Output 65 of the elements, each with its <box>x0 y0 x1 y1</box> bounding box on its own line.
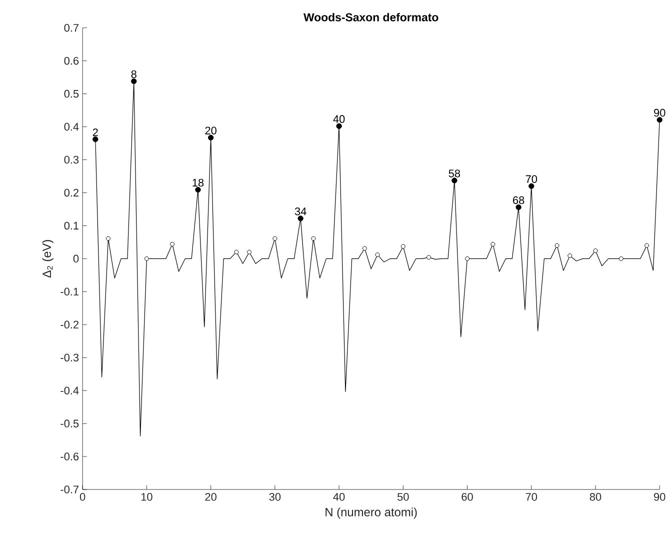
y-tick-label: -0.1 <box>60 288 79 296</box>
x-tick-label: 40 <box>333 492 345 501</box>
point <box>452 178 458 184</box>
point <box>208 134 214 140</box>
y-tick-label: 0.5 <box>64 90 79 98</box>
annotation: 34 <box>294 207 306 216</box>
x-tick-label: 10 <box>141 492 152 501</box>
y-axis-title: Δ$_{2}$ (eV) <box>42 240 54 278</box>
x-tick-label: 60 <box>462 492 473 501</box>
point <box>490 242 496 246</box>
y-tick-label: 0 <box>73 254 79 262</box>
point <box>336 123 342 129</box>
point <box>170 242 175 246</box>
point <box>426 255 432 260</box>
y-tick-label: -0.4 <box>60 386 79 394</box>
y-tick-label: 0.3 <box>64 156 79 164</box>
point <box>400 244 406 249</box>
x-tick-label: 90 <box>654 492 666 501</box>
annotation: 8 <box>131 70 136 78</box>
y-tick-label: 0.7 <box>64 24 79 32</box>
point <box>131 78 137 84</box>
y-tick-label: -0.3 <box>60 354 79 362</box>
point <box>144 256 149 261</box>
y-tick-label: -0.7 <box>60 486 79 494</box>
x-axis-title: N (numero atomi) <box>326 507 417 519</box>
x-tick-label: 30 <box>269 492 281 501</box>
annotation: 90 <box>654 108 666 117</box>
point <box>311 236 316 241</box>
y-tick-label: -0.5 <box>60 420 79 428</box>
annotation: 20 <box>205 126 216 134</box>
y-tick-label: 0.1 <box>64 222 79 230</box>
x-tick-label: 80 <box>590 492 602 501</box>
x-tick-label: 50 <box>398 492 409 501</box>
x-tick-label: 0 <box>80 492 86 501</box>
point <box>92 136 98 142</box>
point <box>272 236 278 241</box>
y-tick-label: -0.2 <box>60 320 79 328</box>
y-tick-label: 0.2 <box>64 188 79 196</box>
chart-title: Woods-Saxon deformato <box>304 12 438 22</box>
annotation: 40 <box>333 115 345 123</box>
y-tick-label: 0.4 <box>64 122 79 131</box>
point <box>593 248 598 253</box>
point <box>568 253 572 258</box>
y-tick-label: -0.6 <box>60 452 79 460</box>
point <box>247 250 252 254</box>
point <box>298 216 304 222</box>
annotation: 2 <box>92 128 98 136</box>
point <box>528 183 534 189</box>
y-tick-label: 0.6 <box>64 56 79 65</box>
point <box>465 256 470 261</box>
annotation: 68 <box>513 196 524 204</box>
point <box>234 250 239 254</box>
point <box>195 186 201 192</box>
point <box>644 243 650 248</box>
point <box>375 252 380 257</box>
x-tick-label: 70 <box>526 492 538 501</box>
point <box>554 243 560 248</box>
x-tick-label: 20 <box>205 492 216 501</box>
point <box>618 256 624 261</box>
point <box>106 236 110 241</box>
point <box>516 204 522 210</box>
annotation: 18 <box>192 178 204 186</box>
point <box>362 246 367 251</box>
annotation: 70 <box>526 175 538 183</box>
annotation: 58 <box>448 169 460 178</box>
